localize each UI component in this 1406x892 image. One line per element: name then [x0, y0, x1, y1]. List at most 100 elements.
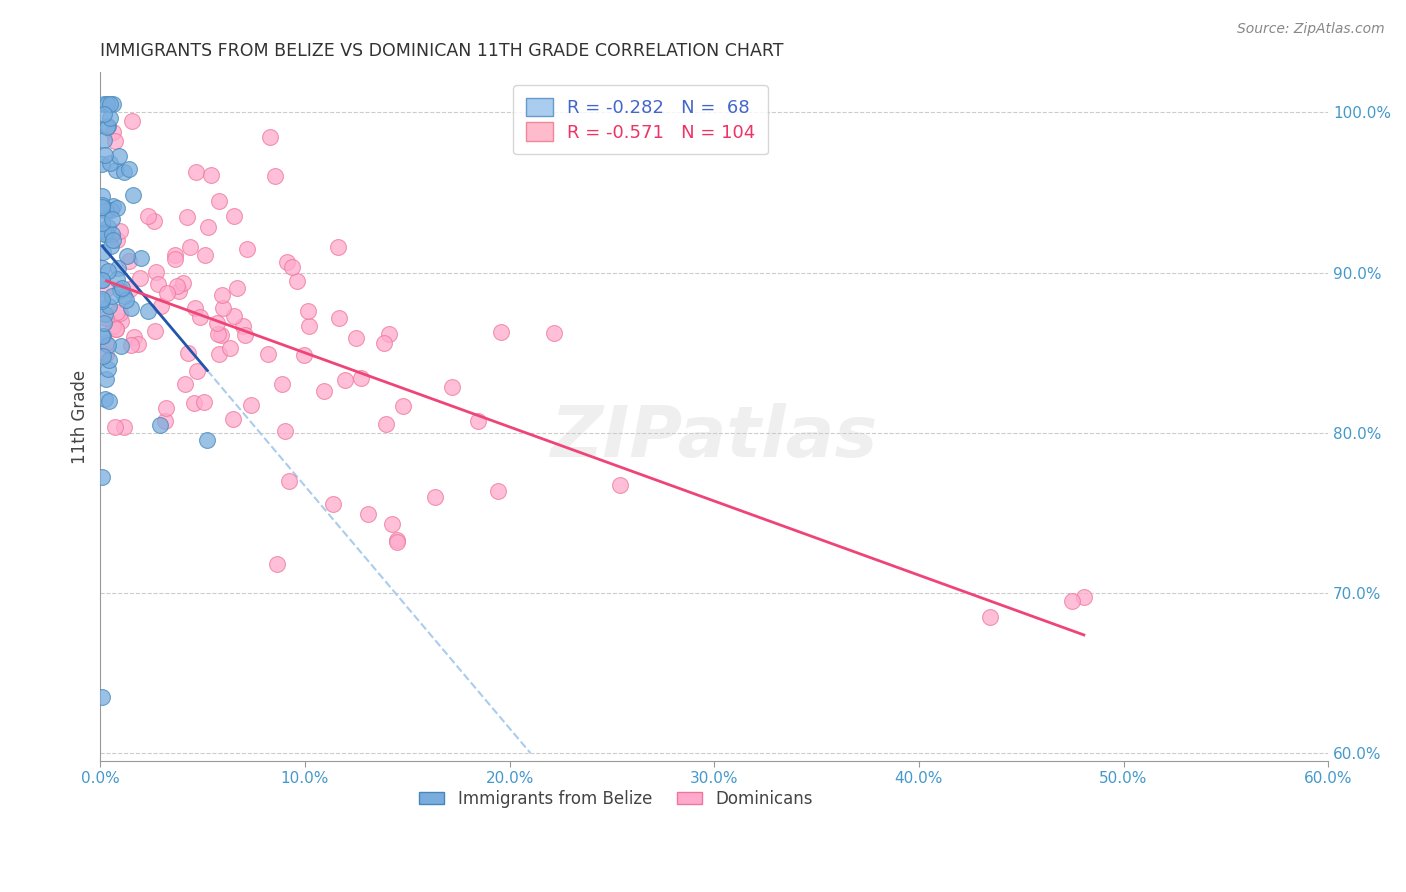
Point — [110, 339, 132, 353]
Point — [149, 417, 172, 432]
Point — [96, 120, 118, 134]
Point — [373, 336, 395, 351]
Point — [165, 248, 187, 262]
Point — [96, 282, 118, 296]
Point — [195, 433, 218, 447]
Point — [91, 690, 114, 704]
Point — [609, 478, 631, 492]
Point — [98, 111, 121, 125]
Point — [105, 233, 128, 247]
Point — [276, 254, 298, 268]
Point — [96, 225, 118, 239]
Point — [91, 216, 114, 230]
Point — [380, 516, 402, 531]
Point — [115, 293, 138, 307]
Point — [219, 341, 242, 355]
Point — [118, 253, 141, 268]
Point — [91, 293, 114, 308]
Legend: Immigrants from Belize, Dominicans: Immigrants from Belize, Dominicans — [412, 783, 820, 814]
Point — [103, 318, 125, 333]
Point — [101, 233, 124, 247]
Point — [387, 535, 409, 549]
Point — [91, 469, 114, 483]
Point — [94, 306, 117, 320]
Point — [1062, 594, 1084, 608]
Point — [97, 352, 120, 367]
Point — [91, 198, 114, 212]
Point — [176, 211, 198, 225]
Point — [91, 189, 114, 203]
Point — [97, 362, 120, 376]
Point — [114, 165, 136, 179]
Point — [93, 107, 115, 121]
Point — [156, 285, 179, 300]
Point — [184, 165, 207, 179]
Point — [91, 261, 114, 276]
Point — [391, 400, 413, 414]
Point — [96, 371, 118, 385]
Point — [97, 393, 120, 408]
Point — [179, 240, 201, 254]
Point — [97, 119, 120, 133]
Point — [120, 301, 142, 316]
Point — [101, 97, 124, 112]
Point — [486, 483, 509, 498]
Point — [266, 558, 288, 572]
Point — [193, 394, 215, 409]
Point — [105, 272, 128, 286]
Point — [207, 326, 229, 341]
Point — [440, 380, 463, 394]
Point — [1073, 590, 1095, 604]
Point — [107, 260, 129, 275]
Point — [263, 169, 285, 183]
Point — [145, 265, 167, 279]
Point — [91, 349, 114, 363]
Point — [100, 202, 122, 217]
Point — [240, 398, 263, 412]
Point — [257, 347, 280, 361]
Point — [96, 310, 118, 325]
Point — [188, 310, 211, 325]
Point — [232, 318, 254, 333]
Point — [142, 214, 165, 228]
Point — [211, 287, 233, 301]
Point — [322, 497, 344, 511]
Point — [94, 392, 117, 406]
Point — [169, 284, 191, 298]
Point — [98, 156, 121, 170]
Point — [108, 224, 131, 238]
Point — [129, 270, 152, 285]
Point — [385, 533, 408, 548]
Point — [205, 316, 228, 330]
Point — [209, 327, 232, 342]
Point — [122, 188, 145, 202]
Point — [105, 305, 128, 319]
Point — [108, 283, 131, 297]
Point — [349, 371, 371, 385]
Point — [149, 299, 172, 313]
Point — [224, 309, 246, 323]
Point — [298, 318, 321, 333]
Point — [153, 413, 176, 427]
Point — [121, 113, 143, 128]
Text: IMMIGRANTS FROM BELIZE VS DOMINICAN 11TH GRADE CORRELATION CHART: IMMIGRANTS FROM BELIZE VS DOMINICAN 11TH… — [100, 42, 785, 60]
Point — [104, 134, 127, 148]
Point — [259, 130, 281, 145]
Point — [97, 219, 120, 234]
Point — [112, 420, 135, 434]
Point — [155, 401, 177, 416]
Point — [274, 424, 297, 438]
Point — [112, 289, 135, 303]
Point — [200, 168, 222, 182]
Point — [118, 161, 141, 176]
Point — [100, 289, 122, 303]
Point — [110, 314, 132, 328]
Point — [127, 337, 149, 351]
Point — [103, 125, 125, 139]
Point — [224, 209, 246, 223]
Point — [122, 330, 145, 344]
Point — [91, 156, 114, 170]
Point — [100, 97, 122, 112]
Point — [226, 280, 249, 294]
Point — [233, 328, 256, 343]
